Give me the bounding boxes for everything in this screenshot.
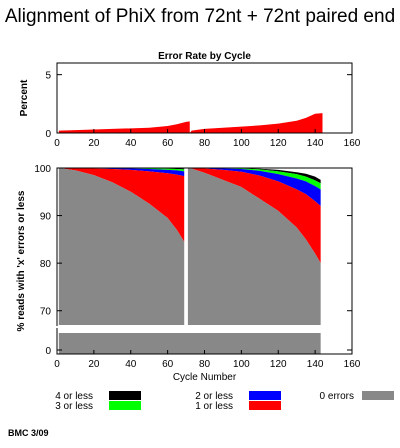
x-tick-label: 80 [199, 359, 211, 370]
legend-swatch [362, 391, 394, 400]
chart-title: Error Rate by Cycle [158, 51, 251, 62]
x-tick-label: 0 [54, 138, 60, 149]
y-tick-label: 70 [40, 307, 52, 318]
x-axis-label: Cycle Number [173, 372, 237, 383]
x-tick-label: 80 [199, 138, 211, 149]
one-or-less-area [58, 168, 321, 264]
zero-errors-area [58, 168, 321, 325]
page-title: Alignment of PhiX from 72nt + 72nt paire… [4, 6, 396, 27]
x-tick-label: 120 [270, 138, 287, 149]
x-tick-label: 20 [88, 359, 100, 370]
legend-swatch [109, 401, 141, 410]
x-tick-label: 100 [233, 359, 250, 370]
x-tick-label: 160 [344, 359, 361, 370]
legend-swatch [109, 391, 141, 400]
x-tick-label: 0 [54, 359, 60, 370]
y-tick-label: 90 [40, 212, 52, 223]
x-tick-label: 40 [125, 138, 137, 149]
error-rate-area [58, 113, 323, 133]
x-tick-label: 160 [344, 138, 361, 149]
legend-swatch [249, 391, 281, 400]
footer-note: BMC 3/09 [8, 428, 49, 438]
reads-errors-chart: 0 70 80 90 100 0 20 40 60 80 100 120 140 160 Cycle Num… [16, 164, 361, 383]
x-tick-label: 20 [88, 138, 100, 149]
legend-label: 0 errors [320, 391, 354, 402]
x-tick-label: 120 [270, 359, 287, 370]
x-tick-label: 40 [125, 359, 137, 370]
x-tick-label: 140 [307, 138, 324, 149]
x-tick-label: 140 [307, 359, 324, 370]
y-tick-label: 0 [45, 129, 51, 140]
y-tick-label: 80 [40, 259, 52, 270]
x-tick-label: 60 [162, 359, 174, 370]
x-tick-label: 100 [233, 138, 250, 149]
legend-label: 2 or less [195, 391, 233, 402]
error-rate-chart: Error Rate by Cycle 0 5 0 20 40 60 80 100 120 140 1… [19, 51, 361, 149]
legend-label: 3 or less [55, 401, 93, 412]
y-tick-label: 0 [45, 346, 51, 357]
zero-errors-area-lower [58, 333, 321, 354]
legend-swatch [249, 401, 281, 410]
y-tick-label: 5 [45, 71, 51, 82]
legend-label: 1 or less [195, 401, 233, 412]
x-tick-label: 60 [162, 138, 174, 149]
y-axis-label: Percent [19, 79, 30, 116]
legend-label: 4 or less [55, 391, 93, 402]
y-axis-label: % reads with 'x' errors or less [16, 190, 27, 331]
axis-break-gap [54, 327, 355, 333]
y-tick-label: 100 [34, 164, 51, 175]
